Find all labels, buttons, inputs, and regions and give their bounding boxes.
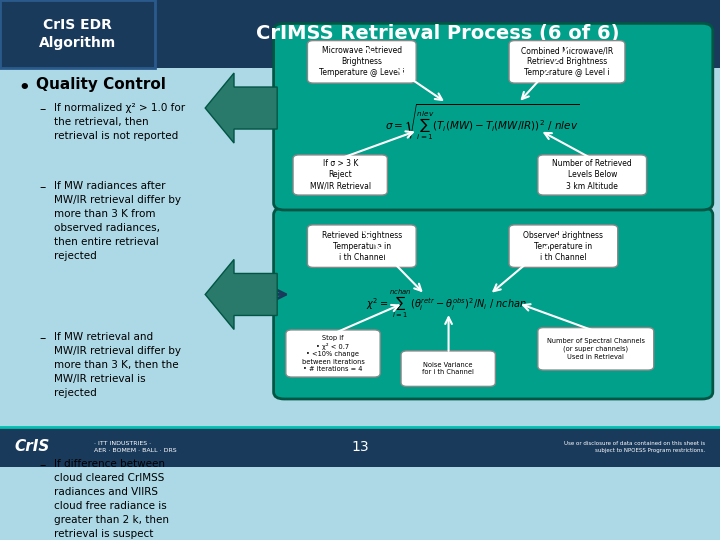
FancyBboxPatch shape [0, 0, 720, 68]
Text: Combined Microwave/IR
Retrieved Brightness
Temperature @ Level i: Combined Microwave/IR Retrieved Brightne… [521, 46, 613, 77]
FancyBboxPatch shape [286, 330, 380, 377]
FancyBboxPatch shape [0, 0, 155, 68]
Text: CrIS: CrIS [14, 440, 50, 454]
Text: CrIS EDR
Algorithm: CrIS EDR Algorithm [39, 18, 116, 50]
FancyBboxPatch shape [307, 40, 416, 83]
Text: –: – [40, 181, 46, 194]
Text: If MW radiances after
MW/IR retrieval differ by
more than 3 K from
observed radi: If MW radiances after MW/IR retrieval di… [54, 181, 181, 261]
Text: Observed Brightness
Temperature in
i th Channel: Observed Brightness Temperature in i th … [523, 231, 603, 262]
FancyBboxPatch shape [509, 225, 618, 267]
FancyBboxPatch shape [538, 155, 647, 195]
Text: •: • [18, 79, 30, 97]
Text: $\chi^2 = \sum_{i=1}^{nchan}(\theta_i^{retr} - \theta_i^{obs})^2 / N_i\ /\ nchan: $\chi^2 = \sum_{i=1}^{nchan}(\theta_i^{r… [366, 287, 527, 320]
Text: If normalized χ² > 1.0 for
the retrieval, then
retrieval is not reported: If normalized χ² > 1.0 for the retrieval… [54, 103, 185, 140]
Text: Microwave Retrieved
Brightness
Temperature @ Level i: Microwave Retrieved Brightness Temperatu… [319, 46, 405, 77]
FancyBboxPatch shape [509, 40, 625, 83]
Text: –: – [40, 103, 46, 116]
Text: If σ > 3 K
Reject
MW/IR Retrieval: If σ > 3 K Reject MW/IR Retrieval [310, 159, 371, 191]
Text: Noise Variance
for i th Channel: Noise Variance for i th Channel [422, 362, 474, 375]
Text: Stop if
• χ² < 0.7
• <10% change
between iterations
• # iterations = 4: Stop if • χ² < 0.7 • <10% change between… [302, 335, 364, 372]
Text: · ITT INDUSTRIES ·
AER · BOMEM · BALL · DRS: · ITT INDUSTRIES · AER · BOMEM · BALL · … [94, 441, 176, 453]
FancyBboxPatch shape [274, 23, 713, 210]
Text: –: – [40, 332, 46, 345]
Text: If MW retrieval and
MW/IR retrieval differ by
more than 3 K, then the
MW/IR retr: If MW retrieval and MW/IR retrieval diff… [54, 332, 181, 399]
Text: Use or disclosure of data contained on this sheet is
subject to NPOESS Program r: Use or disclosure of data contained on t… [564, 441, 706, 453]
Text: –: – [40, 459, 46, 472]
FancyBboxPatch shape [307, 225, 416, 267]
FancyBboxPatch shape [0, 427, 720, 467]
Text: Number of Retrieved
Levels Below
3 km Altitude: Number of Retrieved Levels Below 3 km Al… [552, 159, 632, 191]
FancyBboxPatch shape [293, 155, 387, 195]
Polygon shape [205, 73, 277, 143]
Text: CrIMSS Retrieval Process (6 of 6): CrIMSS Retrieval Process (6 of 6) [256, 24, 619, 43]
Text: 13: 13 [351, 440, 369, 454]
FancyBboxPatch shape [538, 328, 654, 370]
Text: If difference between
cloud cleared CrIMSS
radiances and VIIRS
cloud free radian: If difference between cloud cleared CrIM… [54, 459, 169, 539]
Text: Quality Control: Quality Control [36, 77, 166, 92]
Polygon shape [205, 259, 277, 329]
Text: $\sigma = \sqrt{\sum_{i=1}^{nlev}(T_i(MW) - T_i(MW/IR))^2\ /\ nlev}$: $\sigma = \sqrt{\sum_{i=1}^{nlev}(T_i(MW… [385, 102, 580, 142]
Text: Retrieved Brightness
Temperature in
i th Channel: Retrieved Brightness Temperature in i th… [322, 231, 402, 262]
Text: Number of Spectral Channels
(or super channels)
Used in Retrieval: Number of Spectral Channels (or super ch… [546, 338, 645, 360]
FancyBboxPatch shape [274, 208, 713, 399]
FancyBboxPatch shape [401, 351, 495, 387]
